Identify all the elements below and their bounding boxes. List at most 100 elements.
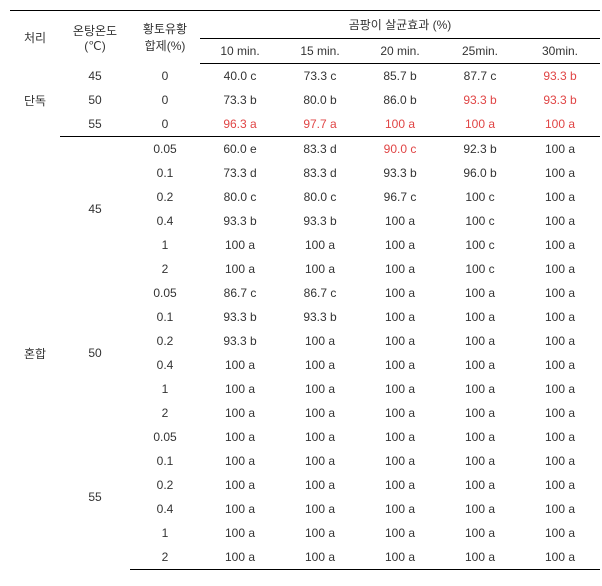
value-cell: 100 a <box>520 233 600 257</box>
value-cell: 93.3 b <box>200 305 280 329</box>
agent-cell: 0.2 <box>130 329 200 353</box>
value-cell: 100 a <box>520 377 600 401</box>
value-cell: 100 a <box>440 473 520 497</box>
temp-cell: 50 <box>60 281 130 425</box>
value-cell: 100 a <box>520 329 600 353</box>
agent-cell: 1 <box>130 377 200 401</box>
value-cell: 100 a <box>360 377 440 401</box>
value-cell: 100 a <box>440 329 520 353</box>
value-cell: 100 a <box>440 112 520 137</box>
value-cell: 83.3 d <box>280 161 360 185</box>
agent-cell: 0.4 <box>130 497 200 521</box>
header-time-3: 25min. <box>440 39 520 64</box>
value-cell: 100 a <box>280 257 360 281</box>
value-cell: 100 a <box>280 353 360 377</box>
agent-cell: 0.4 <box>130 353 200 377</box>
value-cell: 100 a <box>360 329 440 353</box>
value-cell: 100 a <box>520 161 600 185</box>
table-row: 단독45040.0 c73.3 c85.7 b87.7 c93.3 b <box>10 64 600 89</box>
value-cell: 100 a <box>200 449 280 473</box>
value-cell: 100 a <box>520 257 600 281</box>
value-cell: 100 a <box>520 545 600 570</box>
value-cell: 96.0 b <box>440 161 520 185</box>
header-time-2: 20 min. <box>360 39 440 64</box>
value-cell: 40.0 c <box>200 64 280 89</box>
value-cell: 100 a <box>520 449 600 473</box>
value-cell: 100 a <box>200 233 280 257</box>
value-cell: 100 a <box>520 305 600 329</box>
agent-cell: 0 <box>130 88 200 112</box>
value-cell: 100 c <box>440 233 520 257</box>
value-cell: 100 a <box>520 497 600 521</box>
value-cell: 73.3 c <box>280 64 360 89</box>
value-cell: 100 a <box>200 521 280 545</box>
agent-cell: 1 <box>130 521 200 545</box>
value-cell: 85.7 b <box>360 64 440 89</box>
value-cell: 97.7 a <box>280 112 360 137</box>
header-treatment: 처리 <box>10 11 60 64</box>
table-row: 50073.3 b80.0 b86.0 b93.3 b93.3 b <box>10 88 600 112</box>
header-temp: 온탕온도 (℃) <box>60 11 130 64</box>
value-cell: 100 a <box>360 353 440 377</box>
table-header: 처리 온탕온도 (℃) 황토유황 합제(%) 곰팡이 살균효과 (%) 10 m… <box>10 11 600 64</box>
value-cell: 80.0 b <box>280 88 360 112</box>
value-cell: 100 a <box>200 353 280 377</box>
value-cell: 100 a <box>440 353 520 377</box>
section-label: 단독 <box>10 64 60 137</box>
temp-cell: 45 <box>60 64 130 89</box>
table-row: 550.05100 a100 a100 a100 a100 a <box>10 425 600 449</box>
value-cell: 100 a <box>360 449 440 473</box>
value-cell: 93.3 b <box>520 88 600 112</box>
value-cell: 86.0 b <box>360 88 440 112</box>
table-row: 55096.3 a97.7 a100 a100 a100 a <box>10 112 600 137</box>
temp-cell: 55 <box>60 425 130 570</box>
value-cell: 73.3 b <box>200 88 280 112</box>
value-cell: 100 a <box>280 545 360 570</box>
value-cell: 93.3 b <box>440 88 520 112</box>
agent-cell: 0.1 <box>130 161 200 185</box>
value-cell: 100 c <box>440 209 520 233</box>
value-cell: 100 a <box>360 545 440 570</box>
value-cell: 100 a <box>360 257 440 281</box>
agent-cell: 2 <box>130 545 200 570</box>
value-cell: 93.3 b <box>280 209 360 233</box>
value-cell: 73.3 d <box>200 161 280 185</box>
value-cell: 100 a <box>440 401 520 425</box>
value-cell: 83.3 d <box>280 137 360 162</box>
value-cell: 100 a <box>520 353 600 377</box>
value-cell: 100 a <box>520 185 600 209</box>
value-cell: 100 a <box>360 497 440 521</box>
value-cell: 100 a <box>520 521 600 545</box>
temp-cell: 45 <box>60 137 130 282</box>
section-label: 혼합 <box>10 137 60 570</box>
data-table: 처리 온탕온도 (℃) 황토유황 합제(%) 곰팡이 살균효과 (%) 10 m… <box>10 10 600 570</box>
value-cell: 100 a <box>520 401 600 425</box>
value-cell: 100 a <box>200 425 280 449</box>
value-cell: 100 a <box>360 401 440 425</box>
agent-cell: 0.1 <box>130 305 200 329</box>
value-cell: 80.0 c <box>280 185 360 209</box>
value-cell: 100 a <box>280 473 360 497</box>
value-cell: 100 a <box>360 209 440 233</box>
value-cell: 100 a <box>280 497 360 521</box>
header-agent: 황토유황 합제(%) <box>130 11 200 64</box>
value-cell: 100 c <box>440 257 520 281</box>
table-row: 500.0586.7 c86.7 c100 a100 a100 a <box>10 281 600 305</box>
value-cell: 100 a <box>440 497 520 521</box>
agent-cell: 2 <box>130 257 200 281</box>
header-time-4: 30min. <box>520 39 600 64</box>
temp-cell: 50 <box>60 88 130 112</box>
table-row: 혼합450.0560.0 e83.3 d90.0 c92.3 b100 a <box>10 137 600 162</box>
agent-cell: 0.1 <box>130 449 200 473</box>
value-cell: 100 a <box>440 545 520 570</box>
value-cell: 90.0 c <box>360 137 440 162</box>
value-cell: 100 a <box>440 281 520 305</box>
agent-cell: 1 <box>130 233 200 257</box>
value-cell: 100 a <box>520 281 600 305</box>
value-cell: 100 a <box>200 497 280 521</box>
value-cell: 92.3 b <box>440 137 520 162</box>
value-cell: 87.7 c <box>440 64 520 89</box>
value-cell: 100 a <box>280 521 360 545</box>
value-cell: 100 a <box>360 305 440 329</box>
value-cell: 100 a <box>520 425 600 449</box>
